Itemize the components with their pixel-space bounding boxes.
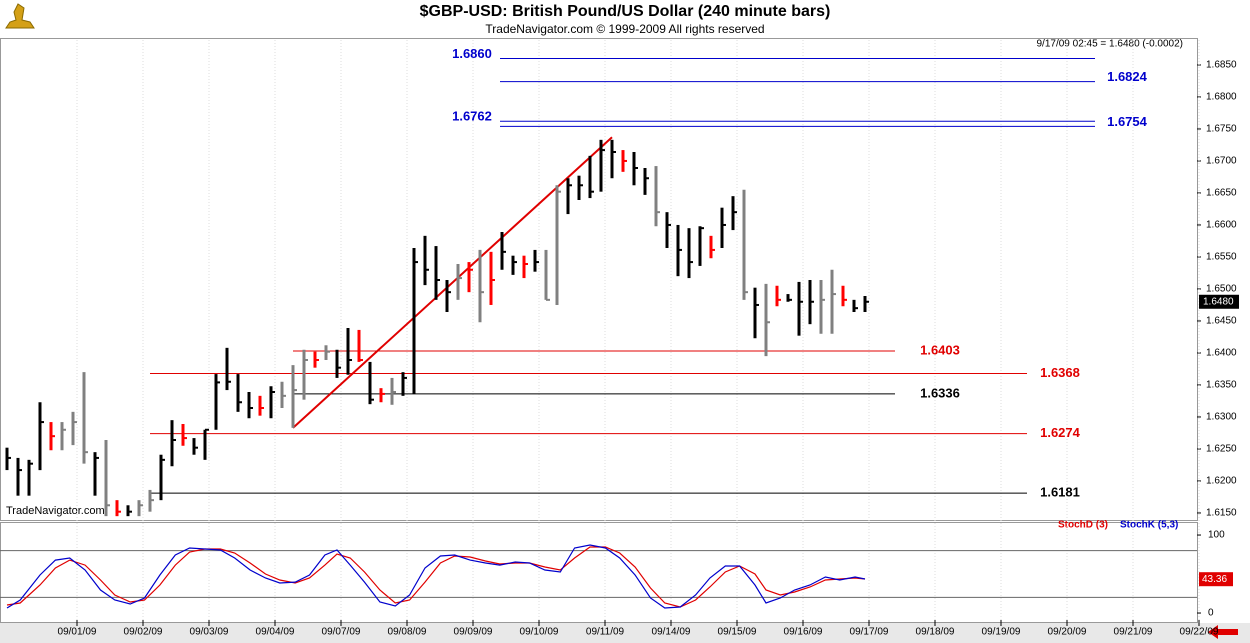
x-tick-label: 09/10/09 [520,627,559,638]
level-label: 1.6824 [1107,69,1148,84]
level-label: 1.6336 [920,385,960,400]
level-label: 1.6181 [1040,485,1080,500]
info: 9/17/09 02:45 = 1.6480 (-0.0002) [1036,39,1183,50]
date-axis [0,623,1250,643]
level-label: 1.6403 [920,342,960,357]
x-tick-label: 09/18/09 [916,627,955,638]
level-label: 1.6762 [452,109,492,124]
chart-title: $GBP-USD: British Pound/US Dollar (240 m… [420,3,831,20]
y-tick-label: 1.6450 [1206,316,1237,327]
x-tick-label: 09/19/09 [982,627,1021,638]
x-tick-label: 09/15/09 [718,627,757,638]
last-price-label: 1.6480 [1203,296,1234,307]
watermark: TradeNavigator.com [6,505,105,517]
legend-entry: StochK (5,3) [1120,520,1178,531]
x-tick-label: 09/11/09 [586,627,625,638]
y-tick-label: 1.6550 [1206,252,1237,263]
y-tick-label: 1.6850 [1206,60,1237,71]
x-tick-label: 09/07/09 [322,627,361,638]
y-tick-label: 1.6300 [1206,412,1237,423]
level-label: 1.6274 [1040,425,1081,440]
x-tick-label: 09/01/09 [58,627,97,638]
x-tick-label: 09/20/09 [1048,627,1087,638]
y-tick-label: 1.6600 [1206,220,1237,231]
stoch-last-label: 43.36 [1202,574,1227,585]
stoch-tick-label: 100 [1208,530,1225,541]
scroll-arrow[interactable] [1208,625,1238,639]
stoch-line [6,544,866,609]
x-tick-label: 09/16/09 [784,627,823,638]
x-tick-label: 09/04/09 [256,627,295,638]
x-tick-label: 09/03/09 [190,627,229,638]
level-label: 1.6860 [452,46,492,61]
logo [5,3,35,29]
y-tick-label: 1.6350 [1206,380,1237,391]
y-tick-label: 1.6250 [1206,444,1237,455]
level-label: 1.6368 [1040,365,1080,380]
y-tick-label: 1.6200 [1206,476,1237,487]
x-tick-label: 09/09/09 [454,627,493,638]
y-tick-label: 1.6750 [1206,124,1237,135]
x-tick-label: 09/22/09 [1180,627,1219,638]
x-tick-label: 09/14/09 [652,627,691,638]
x-tick-label: 09/08/09 [388,627,427,638]
x-tick-label: 09/02/09 [124,627,163,638]
stoch-last-box [1199,572,1233,587]
x-tick-label: 09/17/09 [850,627,889,638]
price-panel [0,38,1198,521]
y-tick-label: 1.6650 [1206,188,1237,199]
last-price-box [1199,294,1239,309]
stoch-line [6,546,866,608]
level-label: 1.6754 [1107,114,1148,129]
y-tick-label: 1.6150 [1206,508,1237,519]
y-tick-label: 1.6500 [1206,284,1237,295]
stoch-tick-label: 0 [1208,608,1214,619]
y-tick-label: 1.6400 [1206,348,1237,359]
y-tick-label: 1.6800 [1206,92,1237,103]
subtitle: TradeNavigator.com © 1999-2009 All right… [485,22,764,36]
y-tick-label: 1.6700 [1206,156,1237,167]
trendline [292,136,613,429]
x-tick-label: 09/21/09 [1114,627,1153,638]
stoch-panel [0,522,1198,623]
legend-entry: StochD (3) [1058,520,1108,531]
